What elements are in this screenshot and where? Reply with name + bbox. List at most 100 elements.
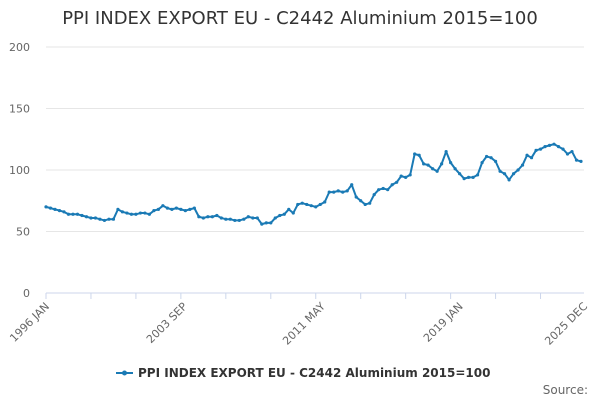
- data-point[interactable]: [489, 156, 493, 160]
- data-point[interactable]: [323, 200, 327, 204]
- data-point[interactable]: [381, 186, 385, 191]
- data-point[interactable]: [534, 148, 538, 152]
- data-point[interactable]: [511, 172, 516, 176]
- data-point[interactable]: [264, 221, 268, 225]
- data-point[interactable]: [255, 216, 259, 220]
- data-point[interactable]: [300, 201, 304, 205]
- data-point[interactable]: [75, 212, 80, 216]
- data-point[interactable]: [269, 221, 273, 225]
- data-point[interactable]: [399, 174, 403, 178]
- data-point[interactable]: [305, 202, 309, 207]
- data-point[interactable]: [219, 216, 223, 220]
- data-point[interactable]: [561, 147, 565, 151]
- data-point[interactable]: [327, 190, 331, 194]
- data-point[interactable]: [341, 190, 345, 194]
- data-point[interactable]: [53, 207, 57, 211]
- data-point[interactable]: [282, 212, 286, 216]
- data-point[interactable]: [66, 212, 71, 216]
- data-point[interactable]: [467, 175, 471, 179]
- data-point[interactable]: [440, 162, 444, 166]
- data-point[interactable]: [179, 207, 183, 211]
- data-point[interactable]: [111, 217, 116, 221]
- data-point[interactable]: [237, 218, 241, 223]
- data-point[interactable]: [62, 210, 66, 214]
- data-point[interactable]: [480, 161, 484, 165]
- data-point[interactable]: [359, 199, 363, 203]
- data-point[interactable]: [192, 206, 196, 210]
- data-point[interactable]: [57, 208, 62, 213]
- data-point[interactable]: [579, 159, 583, 163]
- data-point[interactable]: [507, 178, 511, 182]
- data-point[interactable]: [152, 208, 156, 213]
- data-point[interactable]: [336, 189, 340, 193]
- data-point[interactable]: [188, 207, 192, 211]
- data-point[interactable]: [471, 175, 475, 179]
- data-point[interactable]: [413, 152, 417, 156]
- data-point[interactable]: [71, 212, 75, 216]
- data-point[interactable]: [309, 204, 313, 208]
- data-point[interactable]: [278, 213, 282, 218]
- data-point[interactable]: [390, 183, 394, 187]
- data-point[interactable]: [98, 217, 102, 221]
- data-point[interactable]: [174, 206, 178, 210]
- data-point[interactable]: [201, 216, 205, 220]
- data-point[interactable]: [89, 216, 93, 220]
- data-point[interactable]: [417, 153, 421, 157]
- data-point[interactable]: [102, 218, 107, 223]
- data-point[interactable]: [345, 189, 349, 193]
- data-point[interactable]: [314, 205, 318, 209]
- data-point[interactable]: [350, 183, 354, 187]
- data-point[interactable]: [538, 147, 543, 151]
- data-point[interactable]: [120, 210, 125, 214]
- data-point[interactable]: [143, 211, 147, 215]
- data-point[interactable]: [318, 202, 322, 207]
- data-point[interactable]: [354, 195, 358, 199]
- data-point[interactable]: [386, 188, 390, 192]
- data-point[interactable]: [291, 211, 295, 215]
- data-point[interactable]: [93, 216, 98, 220]
- data-point[interactable]: [246, 215, 250, 219]
- data-point[interactable]: [368, 201, 372, 205]
- data-point[interactable]: [525, 153, 529, 157]
- legend[interactable]: PPI INDEX EXPORT EU - C2442 Aluminium 20…: [116, 366, 490, 380]
- data-point[interactable]: [147, 212, 152, 216]
- data-point[interactable]: [574, 158, 579, 162]
- data-point[interactable]: [435, 169, 439, 173]
- data-point[interactable]: [529, 156, 534, 160]
- data-point[interactable]: [156, 207, 160, 211]
- data-point[interactable]: [161, 204, 165, 208]
- data-point[interactable]: [134, 212, 138, 216]
- data-point[interactable]: [565, 152, 570, 156]
- data-point[interactable]: [520, 163, 525, 167]
- data-point[interactable]: [125, 211, 129, 215]
- data-point[interactable]: [107, 217, 111, 221]
- data-point[interactable]: [372, 193, 376, 197]
- data-point[interactable]: [224, 217, 228, 221]
- data-point[interactable]: [395, 180, 399, 184]
- data-point[interactable]: [516, 168, 520, 172]
- data-point[interactable]: [242, 217, 246, 221]
- data-point[interactable]: [462, 177, 466, 181]
- data-point[interactable]: [444, 149, 448, 154]
- data-point[interactable]: [484, 154, 489, 159]
- data-point[interactable]: [547, 143, 552, 147]
- data-point[interactable]: [215, 213, 219, 218]
- data-point[interactable]: [273, 216, 277, 220]
- data-point[interactable]: [502, 172, 507, 176]
- data-point[interactable]: [287, 207, 291, 211]
- data-point[interactable]: [377, 188, 381, 192]
- data-point[interactable]: [260, 222, 264, 226]
- data-point[interactable]: [493, 159, 498, 163]
- data-point[interactable]: [84, 215, 89, 219]
- data-point[interactable]: [422, 162, 426, 166]
- data-point[interactable]: [80, 213, 84, 218]
- data-point[interactable]: [404, 175, 408, 179]
- data-point[interactable]: [332, 190, 336, 194]
- data-point[interactable]: [408, 173, 412, 177]
- data-point[interactable]: [458, 172, 462, 176]
- data-point[interactable]: [48, 206, 53, 210]
- data-point[interactable]: [475, 173, 480, 177]
- data-point[interactable]: [431, 167, 435, 171]
- data-point[interactable]: [251, 216, 255, 220]
- data-point[interactable]: [543, 145, 547, 149]
